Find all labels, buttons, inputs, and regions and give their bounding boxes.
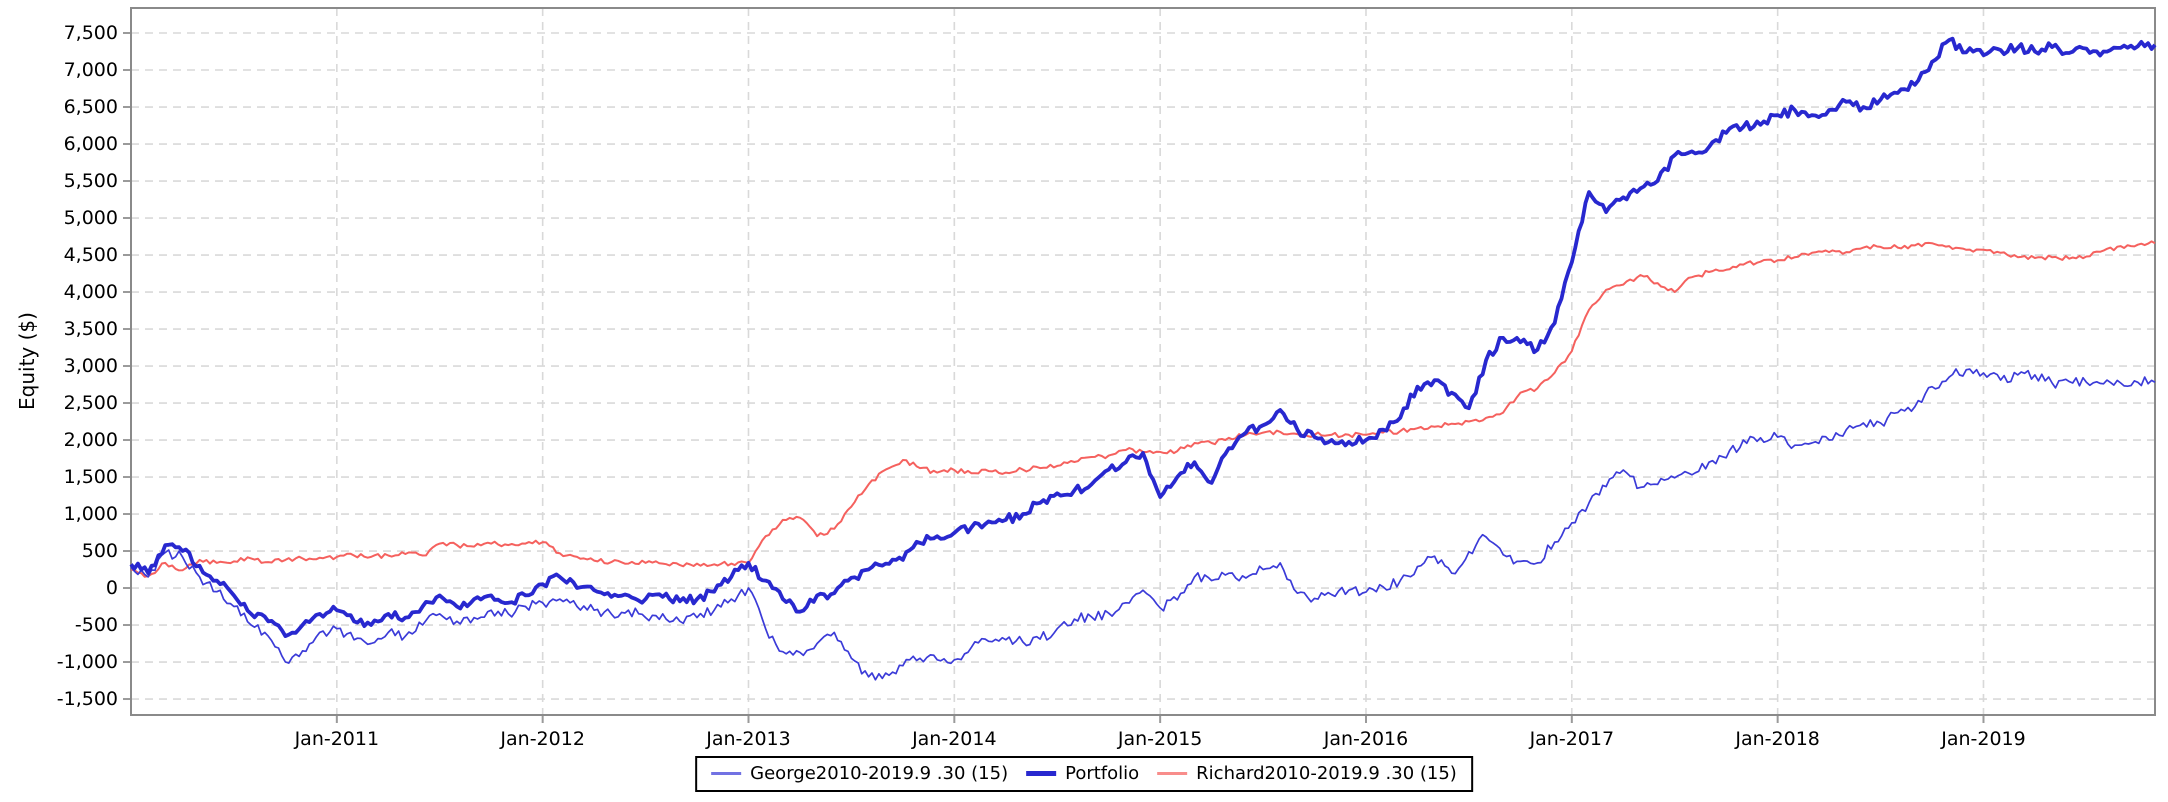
y-tick-label: -1,500 <box>57 688 118 710</box>
richard-line-swatch-icon <box>1157 772 1188 775</box>
legend-item-george: George2010-2019.9 .30 (15) <box>711 763 1008 784</box>
series-portfolio-line <box>129 36 2157 638</box>
legend-label-george: George2010-2019.9 .30 (15) <box>750 763 1009 784</box>
y-tick-label: -500 <box>75 614 118 636</box>
y-tick-label: -1,000 <box>57 651 118 673</box>
x-tick-label: Jan-2013 <box>705 728 791 750</box>
x-tick-label: Jan-2011 <box>294 728 380 750</box>
plot-border <box>130 7 2156 716</box>
y-tick-label: 6,000 <box>64 133 118 155</box>
y-tick-label: 4,500 <box>64 244 118 266</box>
y-tick-label: 5,500 <box>64 170 118 192</box>
x-tick-label: Jan-2019 <box>1940 728 2026 750</box>
y-tick-label: 7,000 <box>64 59 118 81</box>
portfolio-line-swatch-icon <box>1026 771 1057 776</box>
legend-label-richard: Richard2010-2019.9 .30 (15) <box>1196 763 1457 784</box>
y-tick-label: 1,000 <box>64 503 118 525</box>
x-tick-label: Jan-2018 <box>1734 728 1820 750</box>
y-tick-label: 0 <box>106 577 118 599</box>
y-tick-label: 500 <box>82 540 118 562</box>
x-tick-label: Jan-2014 <box>911 728 997 750</box>
x-tick-label: Jan-2016 <box>1323 728 1409 750</box>
series-george-line <box>130 368 2156 681</box>
y-tick-label: 6,500 <box>64 96 118 118</box>
y-tick-label: 2,500 <box>64 392 118 414</box>
legend-item-portfolio: Portfolio <box>1026 763 1139 784</box>
y-axis-title: Equity ($) <box>15 312 39 410</box>
y-tick-label: 4,000 <box>64 281 118 303</box>
legend-item-richard: Richard2010-2019.9 .30 (15) <box>1157 763 1457 784</box>
x-tick-label: Jan-2012 <box>499 728 585 750</box>
y-tick-label: 1,500 <box>64 466 118 488</box>
x-tick-label: Jan-2015 <box>1117 728 1203 750</box>
y-tick-label: 7,500 <box>64 22 118 44</box>
legend: George2010-2019.9 .30 (15) Portfolio Ric… <box>695 756 1473 792</box>
y-tick-label: 3,500 <box>64 318 118 340</box>
george-line-swatch-icon <box>711 772 742 775</box>
y-tick-label: 2,000 <box>64 429 118 451</box>
y-tick-label: 3,000 <box>64 355 118 377</box>
legend-label-portfolio: Portfolio <box>1065 763 1140 784</box>
x-tick-label: Jan-2017 <box>1529 728 1615 750</box>
y-tick-label: 5,000 <box>64 207 118 229</box>
